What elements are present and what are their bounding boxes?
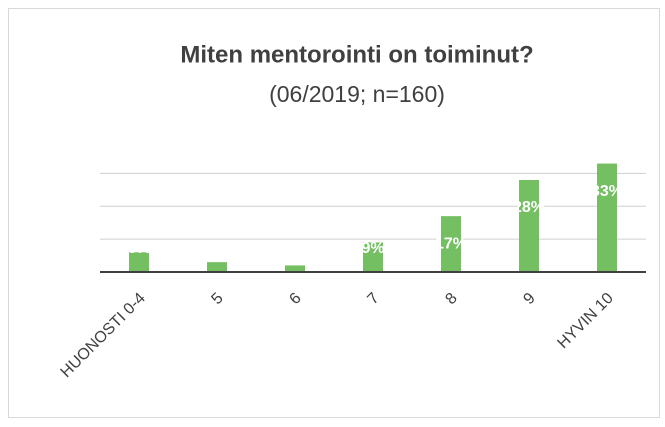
data-label: 2% xyxy=(283,240,306,257)
bar xyxy=(363,242,383,272)
data-label: 6% xyxy=(127,240,150,257)
chart-subtitle: (06/2019; n=160) xyxy=(269,81,445,107)
data-label: 33% xyxy=(591,183,623,200)
data-label: 3% xyxy=(205,240,228,257)
data-label: 17% xyxy=(435,235,467,252)
bar xyxy=(129,252,149,272)
data-label: 9% xyxy=(361,240,384,257)
bar xyxy=(597,163,617,272)
data-label: 28% xyxy=(513,199,545,216)
bar xyxy=(207,262,227,272)
bar xyxy=(441,216,461,272)
chart-title: Miten mentorointi on toiminut? xyxy=(180,41,533,68)
chart-frame xyxy=(8,8,660,418)
bar xyxy=(285,265,305,272)
bar xyxy=(519,180,539,272)
